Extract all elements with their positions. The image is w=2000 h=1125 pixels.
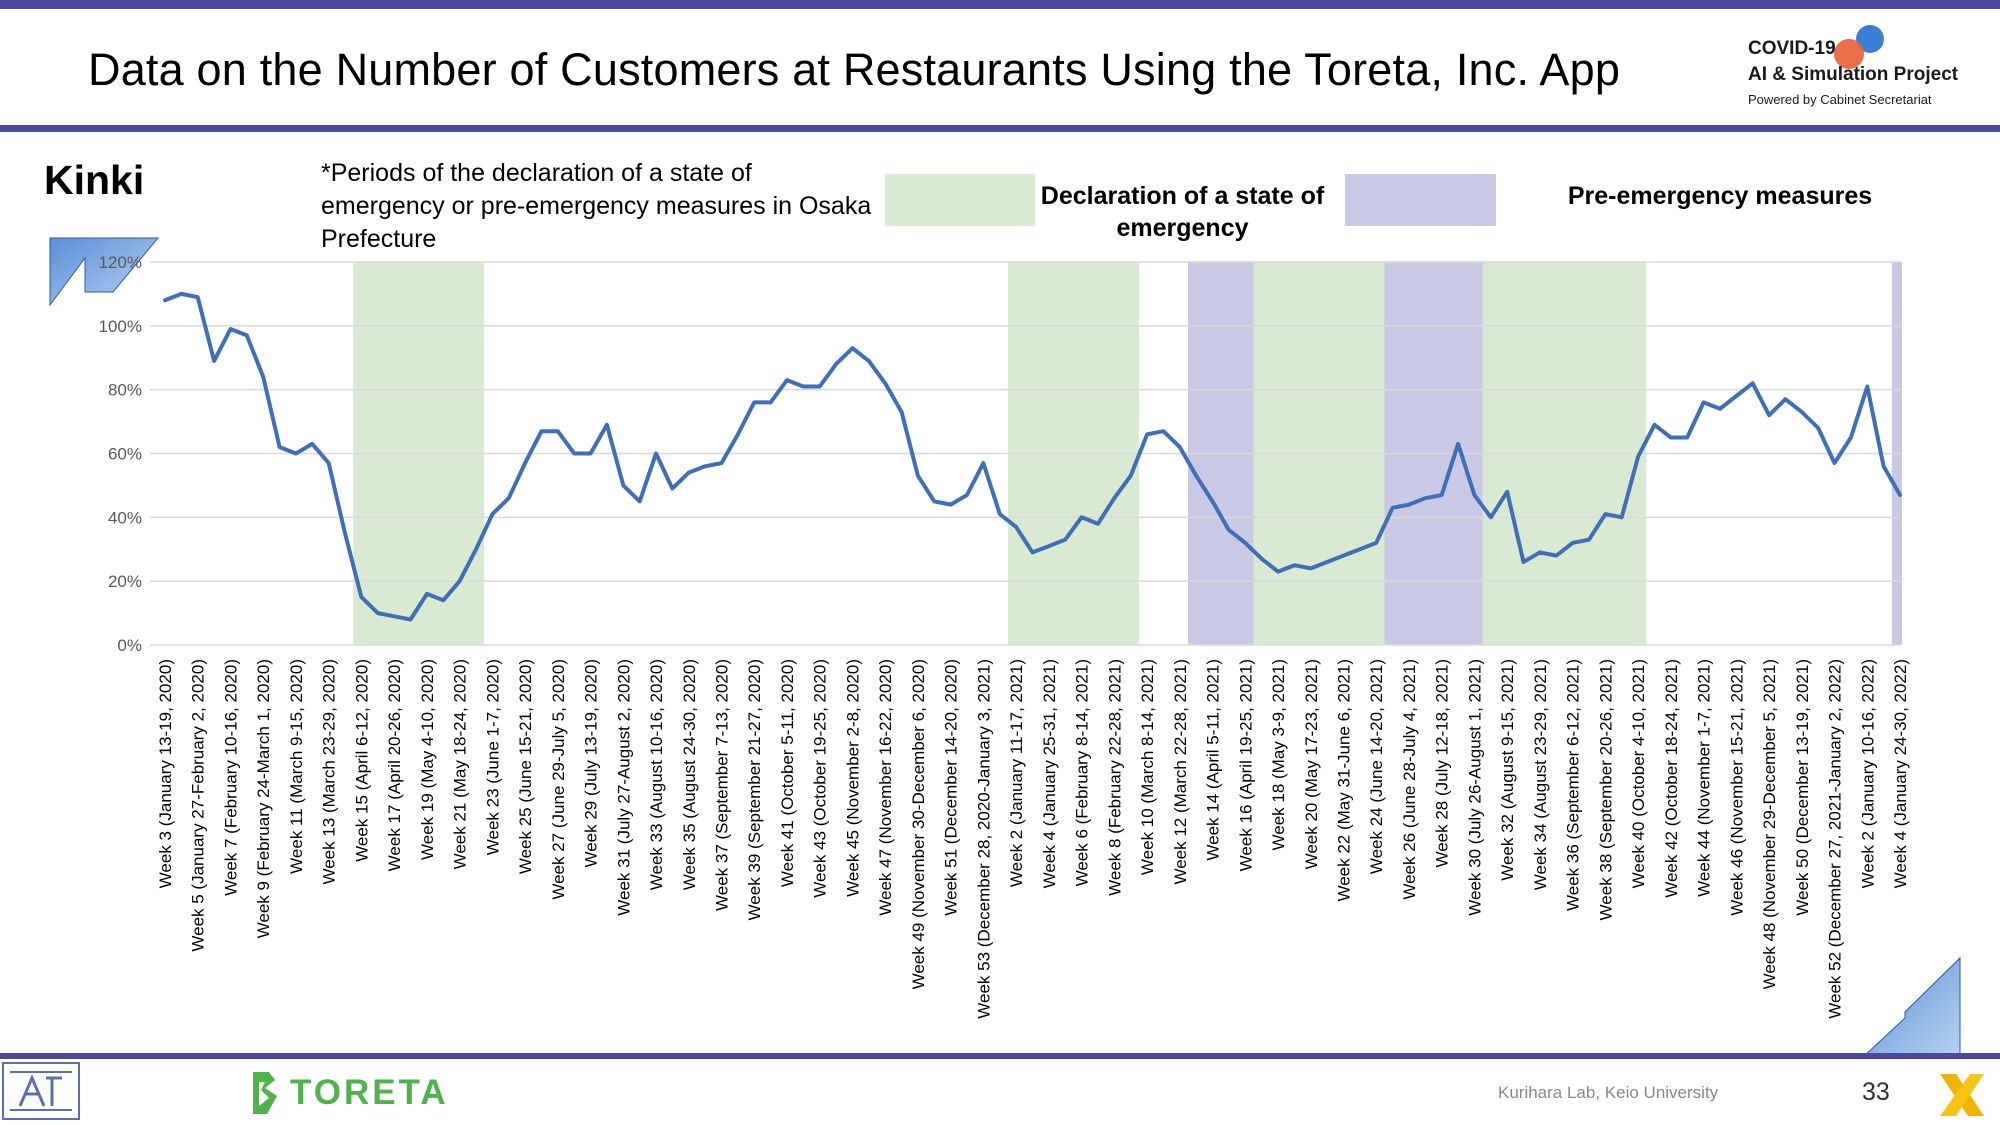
x-tick-label: Week 17 (April 20-26, 2020) xyxy=(385,659,404,871)
x-tick-label: Week 45 (November 2-8, 2020) xyxy=(843,659,862,897)
corner-decoration-bottom-right xyxy=(1860,956,1961,1059)
x-logo-icon xyxy=(1940,1074,1984,1116)
x-tick-label: Week 53 (December 28, 2020-January 3, 20… xyxy=(974,659,993,1019)
x-tick-label: Week 24 (June 14-20, 2021) xyxy=(1367,659,1386,874)
page-number: 33 xyxy=(1862,1078,1890,1106)
y-tick-label: 80% xyxy=(108,381,142,400)
x-tick-label: Week 9 (February 24-March 1, 2020) xyxy=(254,659,273,938)
period-note: *Periods of the declaration of a state o… xyxy=(321,159,872,253)
legend-swatch-pre-emergency xyxy=(1345,174,1496,226)
x-tick-label: Week 23 (June 1-7, 2020) xyxy=(483,659,502,855)
x-tick-label: Week 28 (July 12-18, 2021) xyxy=(1433,659,1452,868)
x-tick-label: Week 31 (July 27-August 2, 2020) xyxy=(614,659,633,916)
x-tick-label: Week 26 (June 28-July 4, 2021) xyxy=(1400,659,1419,900)
x-tick-label: Week 3 (January 13-19, 2020) xyxy=(156,659,175,888)
x-tick-label: Week 4 (January 24-30, 2022) xyxy=(1891,659,1910,888)
x-tick-label: Week 41 (October 5-11, 2020) xyxy=(778,659,797,887)
x-tick-label: Week 7 (February 10-16, 2020) xyxy=(221,659,240,896)
project-logo-orange-dot xyxy=(1834,39,1864,69)
x-tick-label: Week 18 (May 3-9, 2021) xyxy=(1269,659,1288,851)
x-tick-label: Week 13 (March 23-29, 2020) xyxy=(320,659,339,885)
y-tick-label: 0% xyxy=(117,636,142,655)
x-tick-label: Week 43 (October 19-25, 2020) xyxy=(811,659,830,898)
x-tick-label: Week 42 (October 18-24, 2021) xyxy=(1662,659,1681,898)
x-tick-label: Week 52 (December 27, 2021-January 2, 20… xyxy=(1826,659,1845,1019)
x-tick-label: Week 11 (March 9-15, 2020) xyxy=(287,659,306,874)
footer-credit: Kurihara Lab, Keio University xyxy=(1498,1083,1719,1102)
x-tick-label: Week 37 (September 7-13, 2020) xyxy=(713,659,732,911)
project-logo-line2: AI & Simulation Project xyxy=(1748,64,1959,85)
x-tick-label: Week 40 (October 4-10, 2021) xyxy=(1629,659,1648,888)
y-tick-label: 100% xyxy=(99,317,142,336)
project-logo-line3: Powered by Cabinet Secretariat xyxy=(1748,92,1932,107)
y-tick-label: 120% xyxy=(99,253,142,272)
project-logo-line1: COVID-19 xyxy=(1748,38,1836,59)
x-tick-label: Week 35 (August 24-30, 2020) xyxy=(680,659,699,890)
x-tick-label: Week 22 (May 31-June 6, 2021) xyxy=(1334,659,1353,902)
x-tick-label: Week 50 (December 13-19, 2021) xyxy=(1793,659,1812,916)
line-chart: 0% 20% 40% 60% 80% 100% 120% Week 3 (January 1… xyxy=(49,237,1961,1059)
keio-logo-icon xyxy=(2,1062,80,1120)
x-tick-label: Week 6 (February 8-14, 2021) xyxy=(1073,659,1092,886)
region-title: Kinki xyxy=(44,157,145,203)
x-tick-label: Week 38 (September 20-26, 2021) xyxy=(1596,659,1615,920)
corner-decoration-top-left xyxy=(49,237,160,307)
x-tick-label: Week 15 (April 6-12, 2020) xyxy=(352,659,371,862)
title-divider xyxy=(0,125,2000,132)
x-tick-label: Week 34 (August 23-29, 2021) xyxy=(1531,659,1550,890)
y-tick-label: 20% xyxy=(108,572,142,591)
x-tick-label: Week 4 (January 25-31, 2021) xyxy=(1040,659,1059,888)
x-tick-label: Week 2 (January 10-16, 2022) xyxy=(1858,659,1877,888)
y-tick-label: 40% xyxy=(108,508,142,527)
x-tick-label: Week 20 (May 17-23, 2021) xyxy=(1302,659,1321,869)
x-tick-label: Week 47 (November 16-22, 2020) xyxy=(876,659,895,916)
x-tick-label: Week 48 (November 29-December 5, 2021) xyxy=(1760,659,1779,989)
x-tick-label: Week 30 (July 26-August 1, 2021) xyxy=(1465,659,1484,916)
toreta-logo-text: TORETA xyxy=(290,1073,449,1112)
x-tick-label: Week 36 (September 6-12, 2021) xyxy=(1564,659,1583,911)
footer-divider xyxy=(0,1053,2000,1059)
x-tick-label: Week 19 (May 4-10, 2020) xyxy=(418,659,437,860)
x-tick-label: Week 39 (September 21-27, 2020) xyxy=(745,659,764,920)
x-tick-label: Week 44 (November 1-7, 2021) xyxy=(1695,659,1714,897)
x-tick-label: Week 49 (November 30-December 6, 2020) xyxy=(909,659,928,989)
x-tick-label: Week 16 (April 19-25, 2021) xyxy=(1236,659,1255,871)
toreta-logo-icon xyxy=(253,1072,277,1114)
x-tick-label: Week 21 (May 18-24, 2020) xyxy=(451,659,470,869)
legend-label-pre-emergency: Pre-emergency measures xyxy=(1567,182,1873,210)
x-tick-label: Week 29 (July 13-19, 2020) xyxy=(582,659,601,868)
x-tick-label: Week 25 (June 15-21, 2020) xyxy=(516,659,535,874)
x-tick-label: Week 10 (March 8-14, 2021) xyxy=(1138,659,1157,875)
x-tick-label: Week 5 (January 27-February 2, 2020) xyxy=(189,659,208,952)
legend-swatch-state-of-emergency xyxy=(885,174,1035,226)
x-tick-label: Week 14 (April 5-11, 2021) xyxy=(1204,659,1223,861)
x-tick-label: Week 46 (November 15-21, 2021) xyxy=(1727,659,1746,916)
x-tick-label: Week 27 (June 29-July 5, 2020) xyxy=(549,659,568,900)
x-tick-label: Week 12 (March 22-28, 2021) xyxy=(1171,659,1190,885)
x-tick-label: Week 51 (December 14-20, 2020) xyxy=(942,659,961,916)
series-line xyxy=(163,291,1902,622)
legend-label-state-of-emergency: Declaration of a state of emergency xyxy=(1040,182,1325,242)
x-tick-label: Week 33 (August 10-16, 2020) xyxy=(647,659,666,890)
x-tick-label: Week 32 (August 9-15, 2021) xyxy=(1498,659,1517,881)
x-tick-label: Week 2 (January 11-17, 2021) xyxy=(1007,659,1026,887)
page-title: Data on the Number of Customers at Resta… xyxy=(88,44,1621,95)
top-accent-bar xyxy=(0,0,2000,9)
y-tick-label: 60% xyxy=(108,445,142,464)
x-tick-label: Week 8 (February 22-28, 2021) xyxy=(1105,659,1124,896)
